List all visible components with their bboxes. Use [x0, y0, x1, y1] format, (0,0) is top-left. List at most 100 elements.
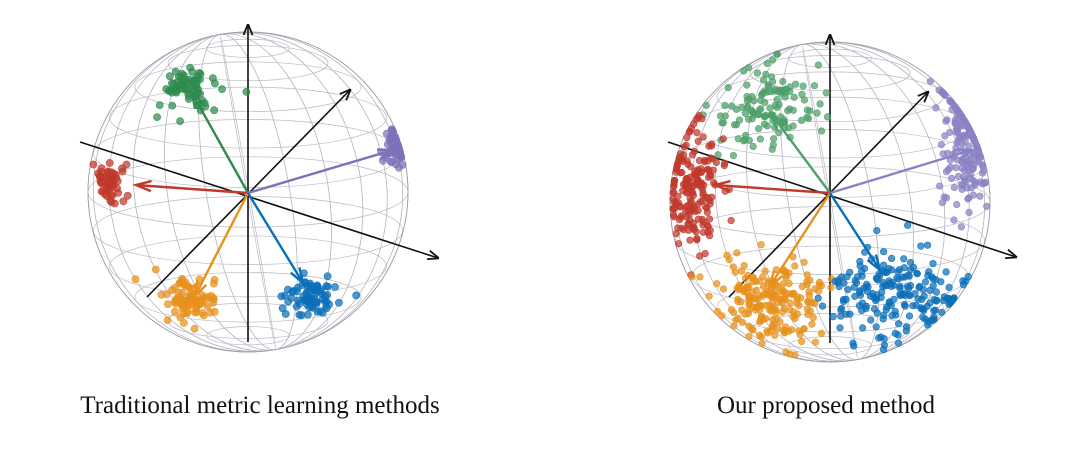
data-point [720, 159, 729, 167]
data-point [735, 281, 743, 289]
data-point [968, 132, 977, 140]
data-point [797, 116, 806, 124]
data-point [795, 302, 803, 310]
data-point [157, 290, 166, 299]
data-point [303, 288, 311, 296]
data-point [776, 318, 784, 326]
data-point [756, 135, 765, 143]
data-point [896, 284, 904, 292]
data-point [858, 324, 867, 332]
data-point [947, 174, 956, 182]
data-point [844, 286, 852, 294]
data-point [764, 329, 772, 337]
data-point [872, 323, 880, 331]
data-point [706, 200, 714, 208]
data-point [816, 100, 824, 108]
data-point [745, 322, 753, 330]
data-point [210, 275, 219, 284]
data-point [879, 346, 888, 354]
data-point [754, 125, 763, 133]
data-point [781, 93, 789, 101]
data-point [932, 104, 940, 112]
data-point [891, 329, 900, 338]
data-point [682, 189, 691, 197]
data-point [796, 331, 804, 339]
class-vector [768, 192, 832, 287]
data-point [709, 166, 717, 174]
class-vector-arrowhead [132, 179, 152, 193]
data-point [295, 299, 304, 308]
data-point [97, 187, 106, 196]
data-point [208, 74, 217, 83]
data-point [862, 305, 870, 313]
data-point [672, 199, 680, 207]
data-point [971, 181, 979, 189]
class-vector [829, 148, 973, 195]
data-point [698, 215, 706, 223]
data-point [905, 272, 913, 280]
data-point [917, 242, 925, 250]
data-point [766, 104, 774, 112]
data-point [797, 294, 805, 302]
data-point [921, 278, 930, 286]
data-point [873, 309, 881, 317]
data-point [958, 158, 967, 166]
data-point [965, 208, 973, 216]
data-point [953, 126, 961, 134]
data-point [714, 151, 722, 159]
data-point [181, 78, 190, 86]
data-point [719, 135, 728, 143]
data-point [287, 293, 296, 302]
data-point [843, 273, 851, 281]
data-point [929, 260, 937, 268]
data-point [761, 267, 769, 275]
class-vector-arrowhead [711, 179, 731, 193]
data-point [810, 82, 819, 90]
data-point [911, 290, 919, 298]
data-point [688, 273, 696, 281]
data-point [749, 273, 757, 282]
data-point [693, 129, 701, 137]
data-point [895, 266, 904, 274]
data-point [760, 120, 769, 128]
data-point [786, 350, 794, 358]
data-point [196, 70, 205, 78]
data-point [707, 142, 716, 150]
data-point [817, 329, 826, 338]
data-point [872, 274, 881, 282]
data-point [877, 294, 885, 302]
data-point [920, 292, 928, 300]
data-point [182, 85, 191, 94]
data-point [310, 294, 319, 303]
data-point [713, 308, 722, 316]
data-point [929, 275, 937, 283]
data-point [793, 310, 802, 318]
data-point [737, 267, 746, 275]
data-point [744, 103, 752, 111]
data-point [933, 296, 941, 304]
data-point [798, 283, 806, 291]
data-point [705, 292, 713, 300]
data-point [242, 88, 251, 96]
data-point [674, 192, 682, 200]
data-point [966, 158, 974, 166]
data-point [105, 176, 113, 185]
data-point [945, 283, 953, 292]
horizontal-axis [79, 141, 438, 258]
data-point [200, 99, 209, 107]
data-point [733, 249, 741, 257]
class-vector [190, 92, 250, 194]
data-point [386, 134, 395, 143]
data-point [829, 313, 837, 321]
class-vector-arrowhead [769, 111, 786, 131]
data-point [873, 227, 881, 235]
data-point [190, 324, 199, 333]
data-point [781, 85, 790, 93]
class-vector-arrowhead [290, 267, 305, 287]
data-point [723, 251, 731, 259]
data-point [901, 302, 909, 310]
data-point [768, 56, 777, 64]
data-point [789, 289, 797, 298]
data-point [734, 314, 742, 323]
data-point [153, 113, 161, 121]
